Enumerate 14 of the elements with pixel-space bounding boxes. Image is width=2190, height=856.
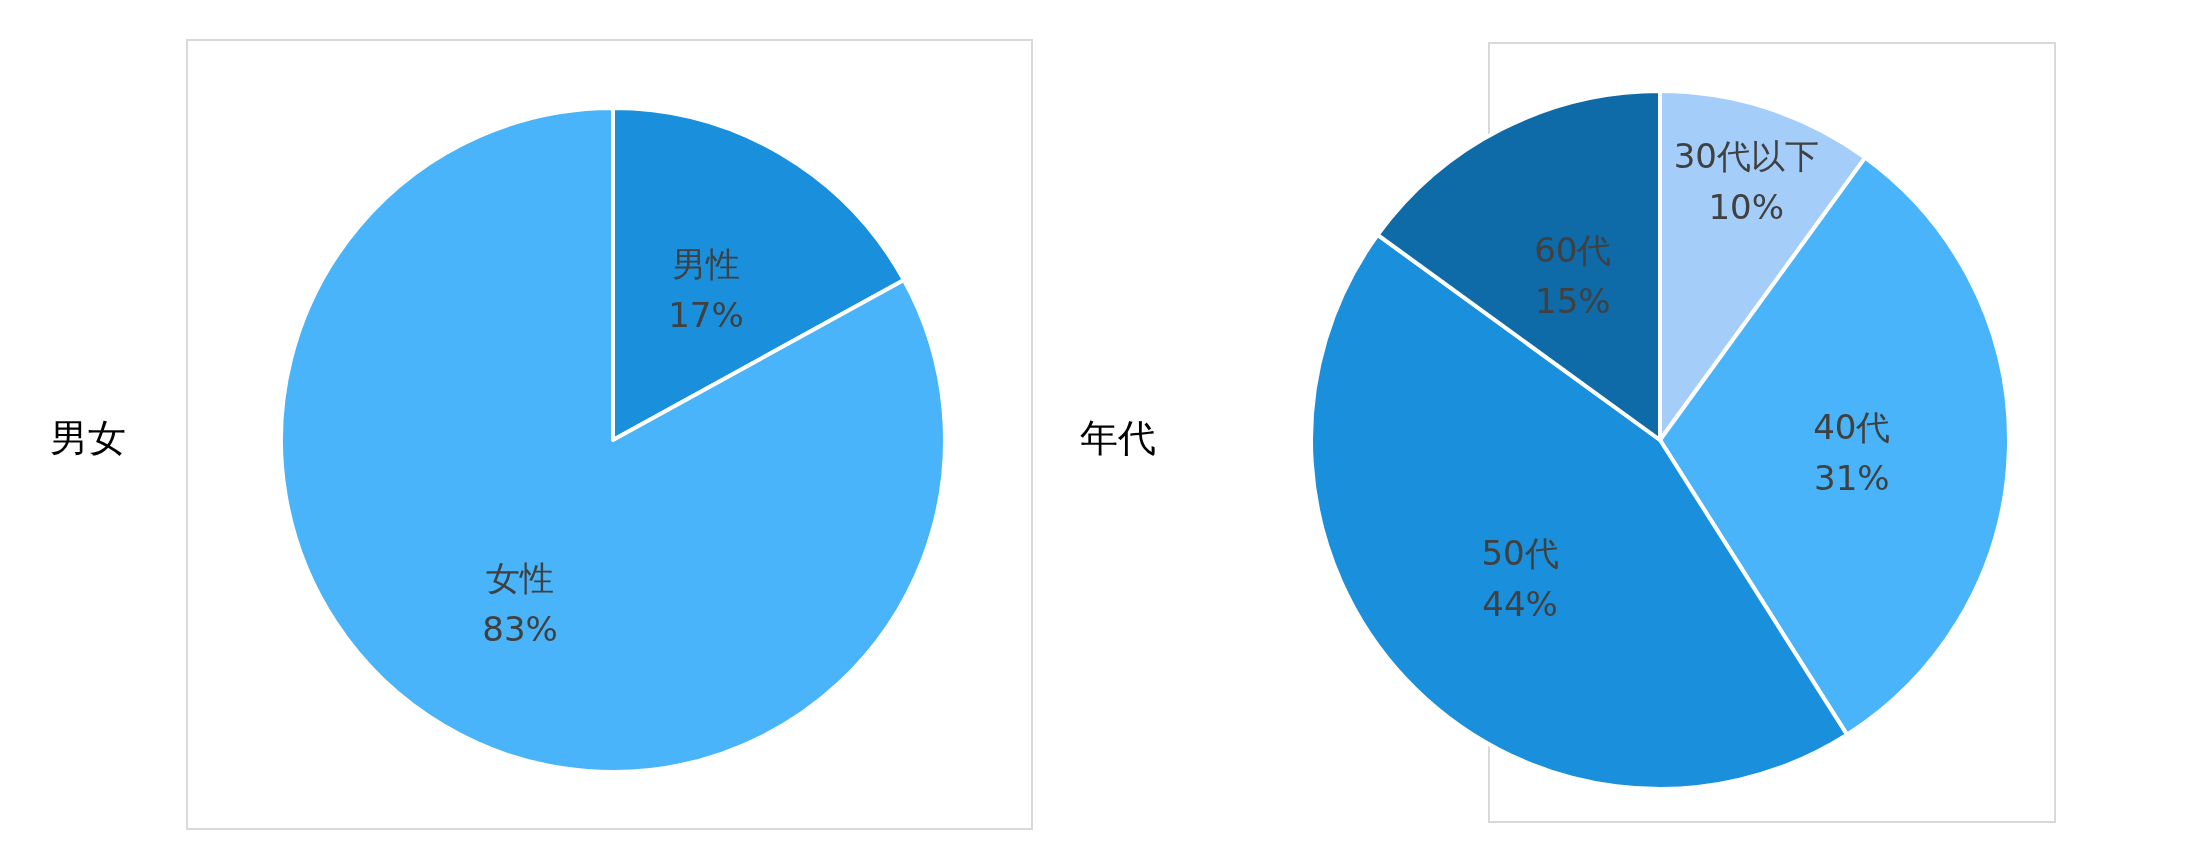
slice-label: 60代 xyxy=(1534,230,1612,271)
slice-label: 女性 xyxy=(486,558,555,599)
slice-label: 30代以下 xyxy=(1673,135,1819,176)
data-label: 83% xyxy=(482,609,558,650)
data-label: 17% xyxy=(668,295,744,336)
slice-label: 40代 xyxy=(1813,407,1891,448)
data-label: 31% xyxy=(1814,458,1890,499)
slice-label: 男性 xyxy=(671,244,740,285)
text: 年代 xyxy=(1080,415,1156,460)
text: 男女 xyxy=(50,415,126,460)
data-label: 44% xyxy=(1482,583,1558,624)
data-label: 10% xyxy=(1708,186,1785,227)
slice-label: 50代 xyxy=(1481,532,1559,573)
data-label: 15% xyxy=(1535,281,1611,322)
